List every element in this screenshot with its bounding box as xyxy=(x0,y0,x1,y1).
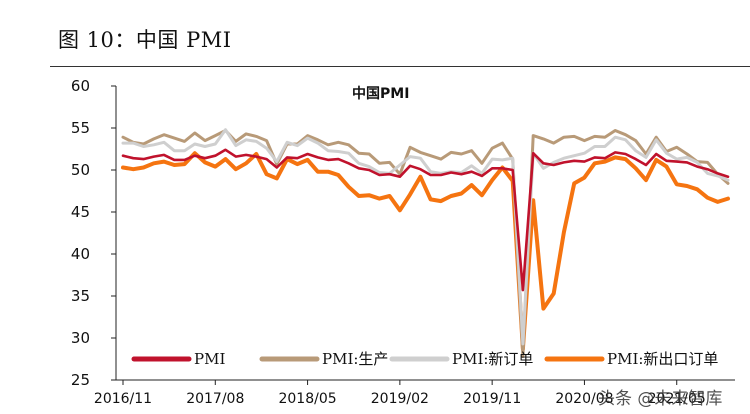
watermark-text: 头条 @未来智库 xyxy=(598,389,722,409)
chart-series xyxy=(121,128,730,358)
legend-label: PMI:生产 xyxy=(322,350,388,368)
chart-legend: PMI PMI:生产 PMI:新订单 PMI:新出口订单 xyxy=(131,350,718,368)
chart-title: 中国PMI xyxy=(352,85,409,102)
y-tick-label: 35 xyxy=(71,287,90,305)
series-line xyxy=(121,151,730,351)
x-tick-label: 2016/11 xyxy=(94,391,152,407)
chart-axes: 25 30 35 40 45 50 55 60 2016/11 2017/08 2018/05 201… xyxy=(71,77,735,407)
x-tick-label: 2021/05 xyxy=(648,391,706,407)
y-tick-label: 60 xyxy=(71,77,90,95)
x-tick-label: 2017/08 xyxy=(186,391,244,407)
x-tick-label: 2019/11 xyxy=(463,391,521,407)
y-tick-label: 40 xyxy=(71,245,90,263)
series-line xyxy=(121,148,730,292)
x-tick-label: 2020/08 xyxy=(555,391,613,407)
y-tick-label: 55 xyxy=(71,119,90,137)
legend-label: PMI xyxy=(194,350,225,368)
y-tick-label: 30 xyxy=(71,329,90,347)
y-tick-label: 50 xyxy=(71,161,90,179)
figure-title: 图 10：中国 PMI xyxy=(58,28,232,52)
series-line xyxy=(121,128,730,346)
legend-label: PMI:新出口订单 xyxy=(607,350,718,368)
x-tick-label: 2019/02 xyxy=(371,391,429,407)
y-tick-label: 25 xyxy=(71,371,90,389)
y-tick-label: 45 xyxy=(71,203,90,221)
legend-label: PMI:新订单 xyxy=(452,350,533,368)
x-tick-label: 2018/05 xyxy=(278,391,336,407)
title-rule xyxy=(50,66,750,67)
